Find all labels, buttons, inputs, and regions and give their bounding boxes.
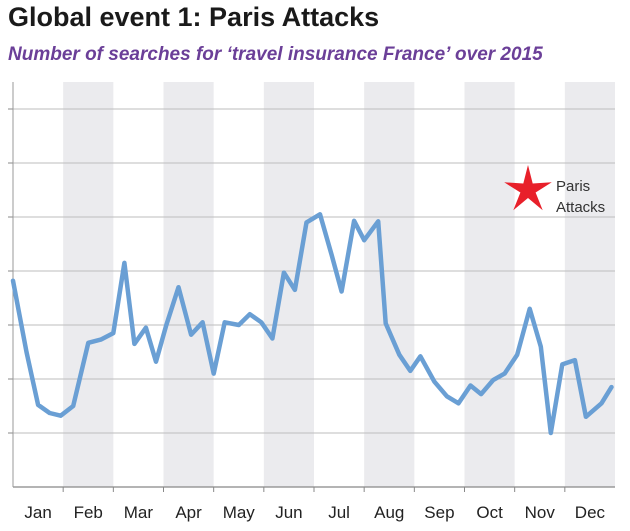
x-tick-label-sep: Sep [424, 503, 454, 522]
x-tick-label-feb: Feb [74, 503, 103, 522]
annotations: Paris Attacks [504, 165, 605, 216]
x-tick-label-jul: Jul [328, 503, 350, 522]
annotation-label-line-0: Paris [556, 178, 590, 195]
month-band-feb [63, 82, 114, 487]
red-star-icon [504, 165, 552, 211]
x-tick-labels: Jan Feb Mar Apr May Jun Jul Aug Sep Oct Nov Dec [24, 503, 605, 522]
month-band-oct [464, 82, 515, 487]
x-tick-label-may: May [223, 503, 256, 522]
month-band-apr [163, 82, 214, 487]
x-tick-label-dec: Dec [575, 503, 606, 522]
x-tick-label-apr: Apr [175, 503, 202, 522]
x-tick-label-mar: Mar [124, 503, 154, 522]
annotation-label-line-1: Attacks [556, 199, 605, 216]
x-tick-label-nov: Nov [525, 503, 556, 522]
x-tick-label-oct: Oct [476, 503, 503, 522]
chart-title: Global event 1: Paris Attacks [8, 2, 380, 32]
x-tick-label-jan: Jan [24, 503, 51, 522]
series-layer [10, 212, 614, 436]
x-tick-label-aug: Aug [374, 503, 404, 522]
month-band-aug [364, 82, 415, 487]
chart-subtitle: Number of searches for ‘travel insurance… [8, 44, 543, 65]
series-line-0 [10, 212, 614, 436]
month-band-dec [564, 82, 615, 487]
x-tick-label-jun: Jun [275, 503, 302, 522]
month-bands [63, 82, 615, 487]
